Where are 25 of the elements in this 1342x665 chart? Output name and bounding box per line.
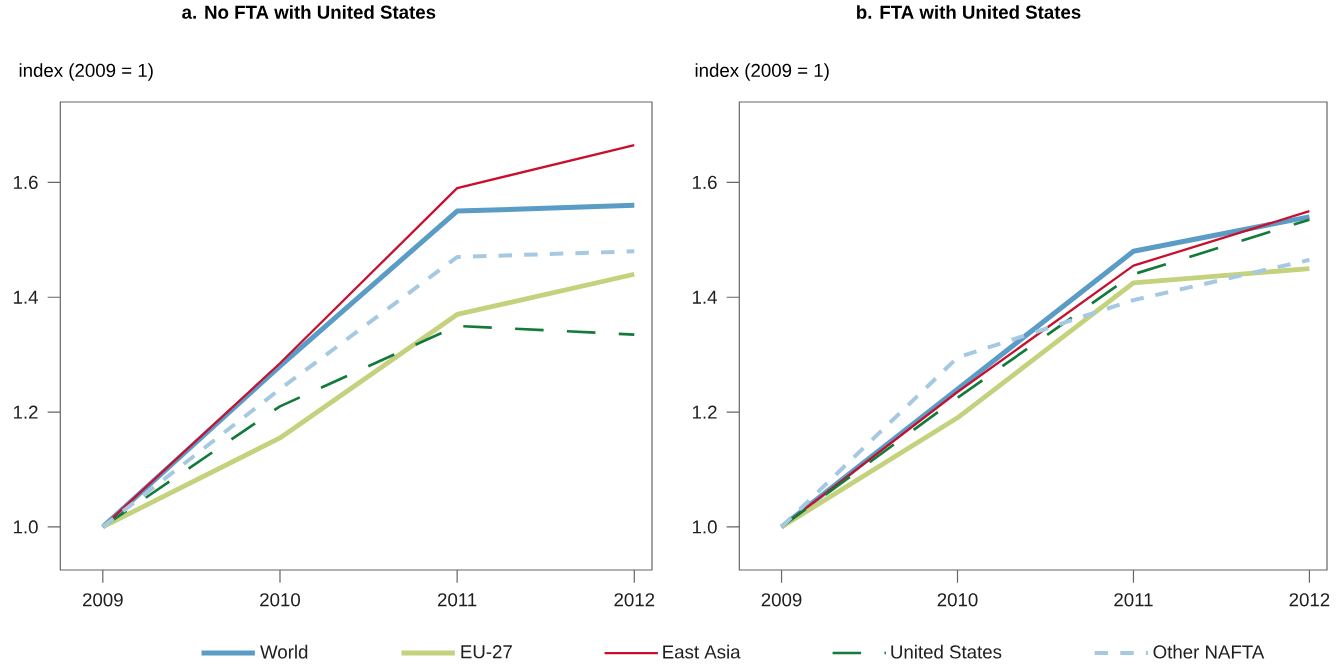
y-tick-label: 1.4 xyxy=(13,290,38,304)
x-tick-label: 2011 xyxy=(438,593,477,607)
x-tick-label: 2009 xyxy=(761,593,802,607)
x-tick-label: 2009 xyxy=(83,593,123,607)
y-tick-label: 1.2 xyxy=(692,405,717,419)
chart-title: a. No FTA with United States xyxy=(182,5,436,19)
y-tick-label: 1.0 xyxy=(13,520,38,534)
legend-label: World xyxy=(260,644,308,659)
x-tick-label: 2010 xyxy=(260,593,301,607)
legend-label: United States xyxy=(891,644,1002,659)
y-tick-label: 1.4 xyxy=(692,290,717,304)
legend-label: Other NAFTA xyxy=(1153,644,1265,659)
x-tick-label: 2010 xyxy=(937,593,978,607)
legend-label: East Asia xyxy=(663,644,741,659)
x-tick-label: 2011 xyxy=(1114,593,1153,607)
y-tick-label: 1.6 xyxy=(13,175,38,189)
x-tick-label: 2012 xyxy=(614,593,655,607)
legend-label: EU-27 xyxy=(461,645,512,659)
y-tick-label: 1.2 xyxy=(13,405,38,419)
y-axis-title: index (2009 = 1) xyxy=(695,63,829,81)
chart-title: b. FTA with United States xyxy=(857,5,1081,19)
y-tick-label: 1.0 xyxy=(692,520,717,534)
y-axis-title: index (2009 = 1) xyxy=(19,63,153,81)
y-tick-label: 1.6 xyxy=(692,175,717,189)
x-tick-label: 2012 xyxy=(1289,593,1330,607)
